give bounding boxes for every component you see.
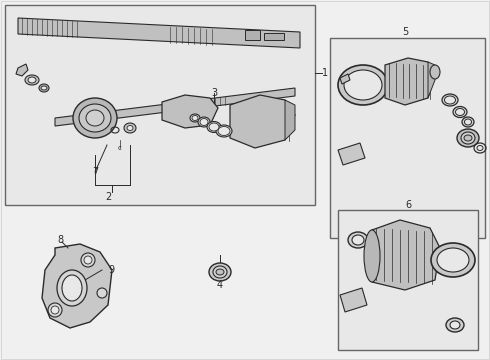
Ellipse shape (461, 132, 475, 144)
Bar (5, 5, 315, 205)
Polygon shape (372, 220, 440, 290)
Polygon shape (428, 62, 435, 98)
Ellipse shape (25, 75, 39, 85)
Ellipse shape (446, 318, 464, 332)
Bar (338, 210, 478, 350)
Text: 3: 3 (211, 88, 217, 98)
Polygon shape (18, 18, 300, 48)
Ellipse shape (344, 70, 382, 100)
Polygon shape (385, 58, 435, 105)
Ellipse shape (216, 125, 232, 137)
Ellipse shape (127, 126, 133, 131)
Ellipse shape (464, 135, 472, 141)
Ellipse shape (457, 129, 479, 147)
Ellipse shape (73, 98, 117, 138)
Ellipse shape (57, 270, 87, 306)
Circle shape (84, 256, 92, 264)
Polygon shape (162, 95, 218, 128)
Circle shape (81, 253, 95, 267)
Text: 8: 8 (57, 235, 63, 245)
Ellipse shape (444, 96, 456, 104)
Ellipse shape (430, 65, 440, 79)
Text: 2: 2 (105, 192, 111, 202)
Ellipse shape (437, 248, 469, 272)
Ellipse shape (442, 94, 458, 106)
Text: 9: 9 (108, 265, 114, 275)
Ellipse shape (450, 321, 460, 329)
Ellipse shape (207, 122, 221, 132)
Ellipse shape (190, 114, 200, 122)
Text: c: c (118, 145, 122, 151)
Ellipse shape (28, 77, 36, 83)
Ellipse shape (39, 84, 49, 92)
Polygon shape (55, 88, 295, 126)
Text: 1: 1 (322, 68, 328, 78)
Ellipse shape (41, 86, 47, 90)
Bar (264, 33, 284, 40)
Ellipse shape (198, 117, 210, 127)
Ellipse shape (216, 269, 224, 275)
Polygon shape (285, 100, 295, 140)
Ellipse shape (79, 104, 111, 132)
Bar (245, 30, 260, 40)
Ellipse shape (465, 119, 471, 125)
Ellipse shape (200, 118, 208, 126)
Ellipse shape (453, 107, 467, 117)
Circle shape (97, 288, 107, 298)
Circle shape (48, 303, 62, 317)
Ellipse shape (86, 110, 104, 126)
Ellipse shape (124, 123, 136, 133)
Polygon shape (338, 143, 365, 165)
Ellipse shape (62, 275, 82, 301)
Ellipse shape (209, 123, 219, 131)
Ellipse shape (431, 243, 475, 277)
Text: 4: 4 (217, 280, 223, 290)
Polygon shape (230, 95, 295, 148)
Ellipse shape (477, 145, 483, 150)
Circle shape (51, 306, 59, 314)
Ellipse shape (364, 230, 380, 282)
Ellipse shape (218, 126, 230, 135)
Polygon shape (340, 74, 350, 84)
Ellipse shape (338, 65, 388, 105)
Text: 5: 5 (402, 27, 408, 37)
Ellipse shape (348, 232, 368, 248)
Ellipse shape (462, 117, 474, 127)
Ellipse shape (456, 108, 465, 116)
Ellipse shape (352, 235, 364, 245)
Ellipse shape (192, 116, 198, 121)
Ellipse shape (209, 263, 231, 281)
Bar (330, 38, 485, 238)
Polygon shape (340, 288, 367, 312)
Text: 7: 7 (92, 167, 98, 177)
Polygon shape (16, 64, 28, 76)
Ellipse shape (213, 266, 227, 278)
Polygon shape (42, 244, 112, 328)
Text: 6: 6 (405, 200, 411, 210)
